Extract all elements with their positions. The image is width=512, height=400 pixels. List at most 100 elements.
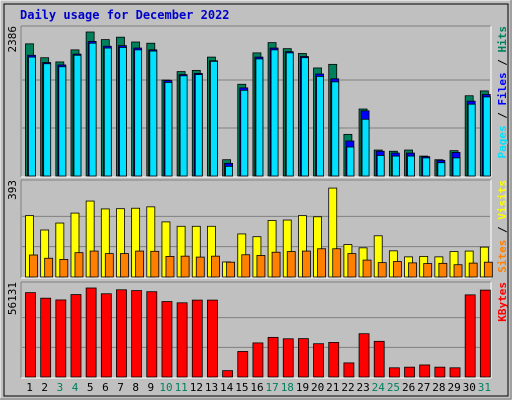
bar-sites: [483, 261, 493, 278]
bar-kbytes: [85, 287, 97, 378]
bar-pages: [376, 155, 385, 177]
day-label: 25: [387, 381, 400, 394]
legend-entry: /: [496, 220, 509, 240]
day-label: 26: [402, 381, 415, 394]
bar-kbytes: [207, 299, 218, 378]
bar-sites: [195, 256, 205, 278]
bar-pages: [346, 146, 355, 177]
bar-pages: [391, 155, 400, 177]
bar-pages: [285, 52, 294, 177]
bar-kbytes: [116, 289, 127, 378]
panel-legend: Sites / Visits: [496, 180, 509, 273]
day-label: 3: [57, 381, 64, 394]
day-label: 22: [341, 381, 354, 394]
bar-pages: [331, 81, 340, 177]
bar-pages: [179, 75, 188, 177]
day-label: 24: [372, 381, 386, 394]
day-label: 12: [190, 381, 203, 394]
day-label: 5: [87, 381, 94, 394]
day-label: 17: [266, 381, 279, 394]
bar-pages: [119, 47, 127, 177]
panel-legend: Pages / Files / Hits: [496, 26, 509, 159]
bar-sites: [317, 248, 326, 278]
bar-pages: [134, 49, 143, 177]
bar-sites: [423, 263, 433, 278]
y-max-label: 56131: [6, 282, 19, 315]
day-label: 15: [235, 381, 248, 394]
bar-sites: [241, 254, 251, 278]
bar-sites: [44, 257, 54, 278]
day-label: 29: [447, 381, 460, 394]
bar-pages: [58, 66, 67, 177]
day-label: 2: [41, 381, 48, 394]
bar-kbytes: [404, 366, 415, 378]
day-label: 18: [281, 381, 294, 394]
legend-entry: /: [496, 53, 509, 73]
day-label: 10: [159, 381, 172, 394]
bar-pages: [28, 56, 36, 177]
bar-sites: [392, 261, 402, 278]
bar-sites: [180, 255, 190, 278]
bar-kbytes: [434, 366, 446, 378]
day-label: 1: [26, 381, 33, 394]
day-label: 7: [117, 381, 124, 394]
visits-panel-bars: [25, 187, 493, 278]
bar-kbytes: [313, 343, 324, 378]
chart-title: Daily usage for December 2022: [20, 8, 230, 22]
day-label: 11: [175, 381, 188, 394]
bar-sites: [59, 259, 69, 278]
bar-sites: [271, 251, 281, 278]
bar-pages: [482, 96, 491, 177]
bar-kbytes: [191, 299, 203, 378]
day-label: 21: [326, 381, 339, 394]
bar-sites: [104, 253, 114, 278]
bar-kbytes: [55, 299, 67, 378]
bar-sites: [438, 262, 448, 278]
bar-kbytes: [373, 340, 385, 378]
day-label: 28: [432, 381, 445, 394]
bar-sites: [89, 250, 99, 278]
kbytes-panel-bars: [25, 287, 491, 378]
bar-pages: [361, 118, 370, 177]
panel-legend: KBytes: [496, 282, 509, 322]
bar-sites: [362, 259, 372, 278]
bar-kbytes: [252, 342, 264, 378]
bar-pages: [103, 47, 112, 177]
legend-entry: Sites: [496, 240, 509, 273]
bar-sites: [226, 261, 235, 278]
day-label: 20: [311, 381, 324, 394]
legend-entry: Files: [496, 72, 509, 105]
day-label: 8: [132, 381, 139, 394]
bar-sites: [332, 248, 342, 278]
bar-sites: [347, 253, 357, 278]
bar-sites: [256, 255, 266, 278]
bar-kbytes: [464, 294, 476, 378]
bar-kbytes: [343, 362, 355, 378]
day-label: 9: [148, 381, 155, 394]
bar-kbytes: [328, 342, 340, 378]
legend-entry: Pages: [496, 125, 509, 158]
bar-pages: [407, 155, 415, 177]
bar-kbytes: [358, 333, 370, 378]
bar-sites: [29, 254, 38, 278]
bar-pages: [225, 165, 233, 177]
bar-kbytes: [70, 294, 82, 378]
bar-sites: [408, 262, 417, 278]
y-max-label: 2386: [6, 26, 19, 53]
day-label: 31: [478, 381, 491, 394]
day-label: 13: [205, 381, 218, 394]
legend-entry: /: [496, 106, 509, 126]
bar-kbytes: [131, 290, 143, 378]
bar-pages: [164, 82, 173, 177]
day-label: 30: [463, 381, 476, 394]
hits-panel: 2386 Pages / Files / Hits: [6, 25, 509, 178]
day-label: 19: [296, 381, 309, 394]
legend-entry: Visits: [496, 180, 509, 220]
bar-pages: [437, 162, 446, 177]
bar-kbytes: [449, 367, 461, 378]
day-label: 14: [220, 381, 234, 394]
bar-kbytes: [25, 292, 36, 378]
bar-pages: [452, 157, 461, 177]
bar-sites: [135, 250, 145, 278]
